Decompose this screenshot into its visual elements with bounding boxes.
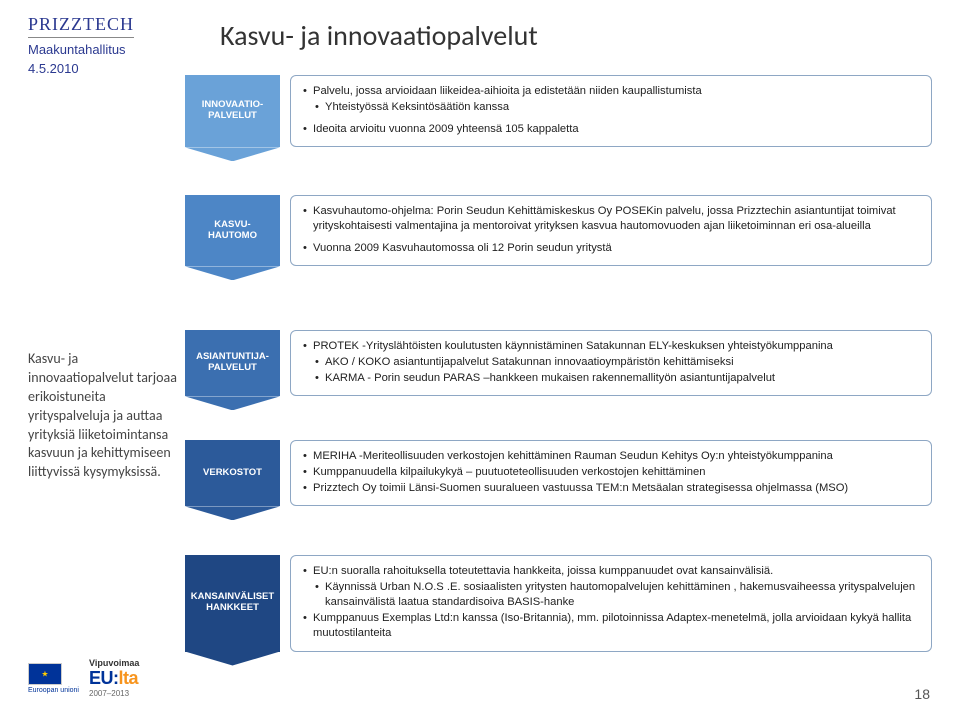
bullet-item: Kumppanuudella kilpailukykyä – puutuotet… [303,465,919,480]
vipu-main-1: EU: [89,668,119,688]
bullet-item: Käynnissä Urban N.O.S .E. sosiaalisten y… [303,580,919,610]
service-row: VERKOSTOT MERIHA -Meriteollisuuden verkos… [185,440,932,506]
bullet-item: AKO / KOKO asiantuntijapalvelut Satakunn… [303,355,919,370]
service-row: ASIANTUNTIJA-PALVELUT PROTEK -Yrityslähtö… [185,330,932,396]
service-tag: KANSAINVÄLISET HANKKEET [185,555,280,652]
eu-flag-icon [28,663,62,685]
bullet-item: PROTEK -Yrityslähtöisten koulutusten käy… [303,339,919,354]
service-tag: KASVU-HAUTOMO [185,195,280,266]
logo: PRIZZTECH [28,14,134,38]
vipu-top: Vipuvoimaa [89,658,139,668]
eu-caption: Euroopan unioni [28,687,79,694]
bullet-item: Prizztech Oy toimii Länsi-Suomen suuralu… [303,481,919,496]
service-row: INNOVAATIO-PALVELUT Palvelu, jossa arvioi… [185,75,932,147]
side-description: Kasvu- ja innovaatiopalvelut tarjoaa eri… [28,350,178,482]
service-content: Kasvuhautomo-ohjelma: Porin Seudun Kehit… [290,195,932,266]
bullet-item: MERIHA -Meriteollisuuden verkostojen keh… [303,449,919,464]
bullet-item: Vuonna 2009 Kasvuhautomossa oli 12 Porin… [303,241,919,256]
service-tag: INNOVAATIO-PALVELUT [185,75,280,147]
org-label: Maakuntahallitus [28,42,134,57]
bullet-item: Kumppanuus Exemplas Ltd:n kanssa (Iso-Br… [303,611,919,641]
service-row: KASVU-HAUTOMO Kasvuhautomo-ohjelma: Porin… [185,195,932,266]
bullet-item: Ideoita arvioitu vuonna 2009 yhteensä 10… [303,122,919,137]
vipu-years: 2007–2013 [89,689,139,698]
service-content: EU:n suoralla rahoituksella toteutettavi… [290,555,932,652]
page-title: Kasvu- ja innovaatiopalvelut [220,18,538,53]
service-tag: VERKOSTOT [185,440,280,506]
page-number: 18 [914,686,930,702]
bullet-item: EU:n suoralla rahoituksella toteutettavi… [303,564,919,579]
service-content: PROTEK -Yrityslähtöisten koulutusten käy… [290,330,932,396]
vipu-main-2: lta [119,668,139,688]
service-content: MERIHA -Meriteollisuuden verkostojen keh… [290,440,932,506]
service-tag: ASIANTUNTIJA-PALVELUT [185,330,280,396]
bullet-item: Yhteistyössä Keksintösäätiön kanssa [303,100,919,115]
service-content: Palvelu, jossa arvioidaan liikeidea-aihi… [290,75,932,147]
vipu-main: EU:lta [89,668,139,689]
vipuvoimaa-logo: Vipuvoimaa EU:lta 2007–2013 [89,658,139,698]
service-row: KANSAINVÄLISET HANKKEET EU:n suoralla rah… [185,555,932,652]
bullet-item: Kasvuhautomo-ohjelma: Porin Seudun Kehit… [303,204,919,234]
bullet-item: Palvelu, jossa arvioidaan liikeidea-aihi… [303,84,919,99]
eu-flag-block: Euroopan unioni [28,663,79,694]
footer-logos: Euroopan unioni Vipuvoimaa EU:lta 2007–2… [28,658,139,698]
bullet-item: KARMA - Porin seudun PARAS –hankkeen muk… [303,371,919,386]
date-label: 4.5.2010 [28,61,134,76]
